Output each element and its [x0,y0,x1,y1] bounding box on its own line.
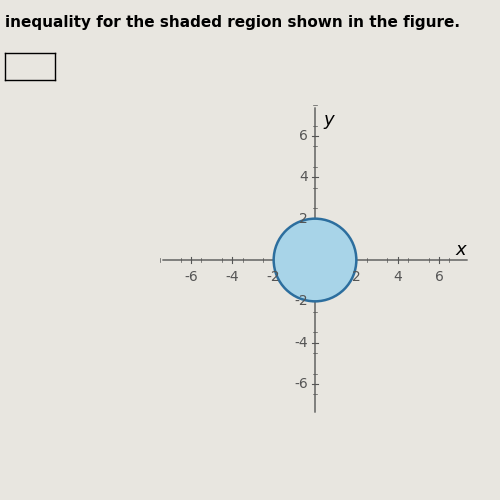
Text: 6: 6 [299,129,308,143]
Circle shape [274,218,356,302]
Text: -4: -4 [226,270,239,284]
Text: -6: -6 [294,377,308,391]
Text: -2: -2 [267,270,280,284]
Text: -4: -4 [294,336,308,349]
Text: x: x [455,240,466,258]
Text: 6: 6 [434,270,444,284]
Text: -2: -2 [294,294,308,308]
Text: y: y [324,111,334,129]
Text: 4: 4 [394,270,402,284]
Text: 4: 4 [299,170,308,184]
Text: inequality for the shaded region shown in the figure.: inequality for the shaded region shown i… [5,15,460,30]
Text: -6: -6 [184,270,198,284]
Text: 2: 2 [299,212,308,226]
Text: 2: 2 [352,270,360,284]
